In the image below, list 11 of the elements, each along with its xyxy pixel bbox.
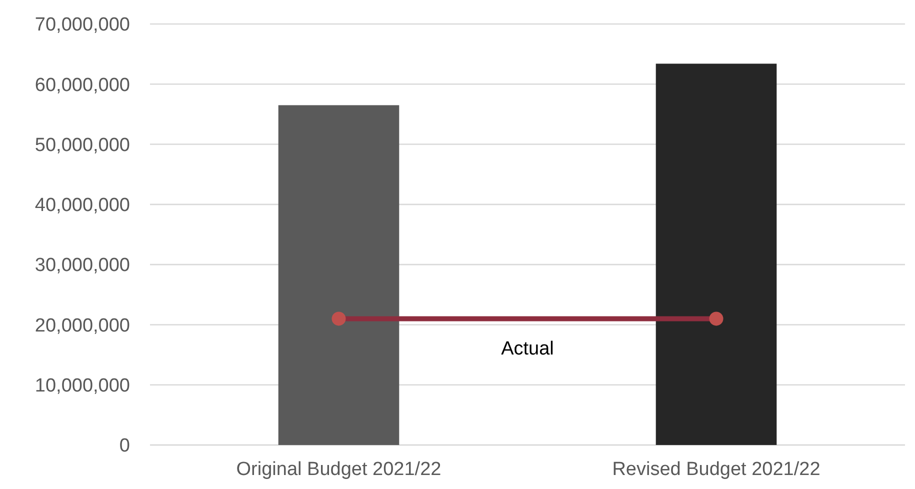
y-tick-label: 30,000,000 — [34, 255, 130, 276]
x-tick-label: Revised Budget 2021/22 — [612, 459, 820, 480]
y-tick-label: 20,000,000 — [34, 315, 130, 336]
y-tick-label: 60,000,000 — [34, 74, 130, 96]
y-tick-label: 50,000,000 — [34, 134, 130, 156]
y-tick-label: 10,000,000 — [34, 376, 130, 397]
y-tick-label: 40,000,000 — [34, 195, 130, 216]
y-tick-label: 0 — [119, 436, 130, 457]
y-tick-label: 70,000,000 — [34, 14, 130, 36]
x-tick-label: Original Budget 2021/22 — [236, 459, 442, 480]
series-label: Actual — [501, 338, 554, 360]
